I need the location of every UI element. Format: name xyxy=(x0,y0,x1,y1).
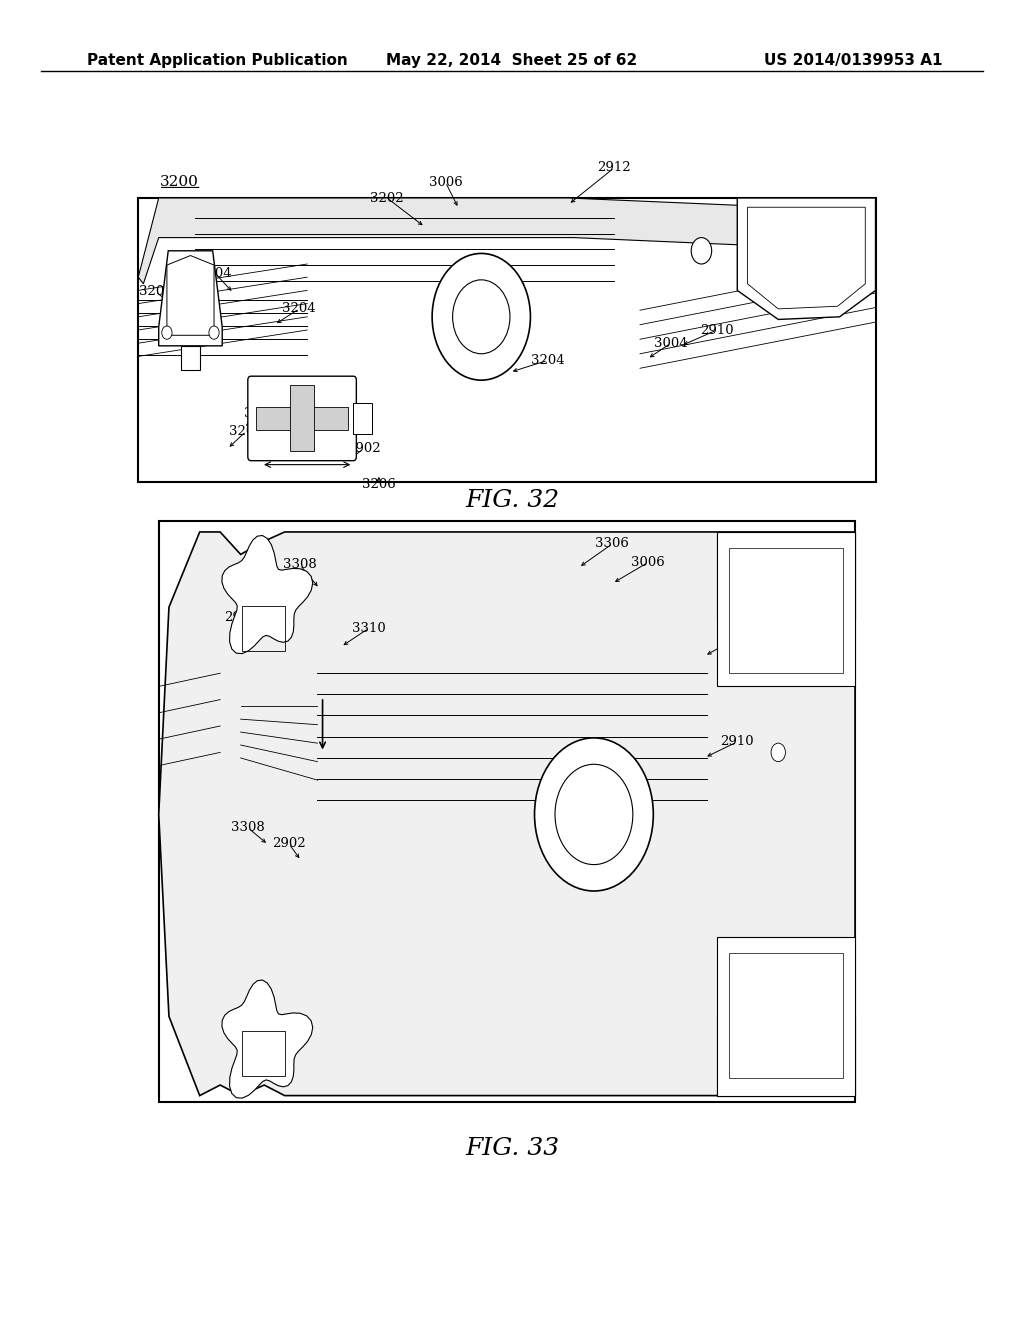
Circle shape xyxy=(209,326,219,339)
Text: US 2014/0139953 A1: US 2014/0139953 A1 xyxy=(764,53,942,69)
Text: 3004: 3004 xyxy=(654,337,687,350)
Text: 3204: 3204 xyxy=(229,425,262,438)
Text: 2910: 2910 xyxy=(700,323,733,337)
Text: FIG. 32: FIG. 32 xyxy=(465,488,559,512)
Text: Patent Application Publication: Patent Application Publication xyxy=(87,53,348,69)
Polygon shape xyxy=(138,198,876,284)
Text: May 22, 2014  Sheet 25 of 62: May 22, 2014 Sheet 25 of 62 xyxy=(386,53,638,69)
Text: 3308: 3308 xyxy=(284,558,316,572)
Bar xyxy=(181,346,200,370)
Text: 2902: 2902 xyxy=(347,442,380,455)
Polygon shape xyxy=(717,532,855,620)
Text: 3006: 3006 xyxy=(429,176,462,189)
Text: 3004: 3004 xyxy=(557,795,590,808)
Polygon shape xyxy=(717,937,855,1096)
Circle shape xyxy=(535,738,653,891)
Circle shape xyxy=(691,238,712,264)
Bar xyxy=(353,403,372,434)
Text: 3204: 3204 xyxy=(531,354,564,367)
Text: 3306: 3306 xyxy=(595,537,630,550)
Polygon shape xyxy=(138,198,876,482)
Bar xyxy=(242,1031,286,1076)
Text: 2904: 2904 xyxy=(173,253,206,267)
Circle shape xyxy=(162,326,172,339)
Text: 2904: 2904 xyxy=(224,611,257,624)
Polygon shape xyxy=(222,979,312,1098)
Polygon shape xyxy=(222,536,312,653)
Text: 3204: 3204 xyxy=(245,407,278,420)
Text: 2902: 2902 xyxy=(272,837,305,850)
Circle shape xyxy=(771,743,785,762)
Text: FIG. 33: FIG. 33 xyxy=(465,1137,559,1160)
Text: 3006: 3006 xyxy=(632,556,665,569)
Text: 3204: 3204 xyxy=(139,285,172,298)
FancyBboxPatch shape xyxy=(248,376,356,461)
Polygon shape xyxy=(717,1016,855,1096)
Bar xyxy=(290,385,314,451)
Polygon shape xyxy=(737,198,876,319)
Circle shape xyxy=(432,253,530,380)
Text: 3204: 3204 xyxy=(199,267,231,280)
Text: 2912: 2912 xyxy=(598,161,631,174)
Bar xyxy=(256,407,348,430)
Text: 3206: 3206 xyxy=(362,478,395,491)
Text: 2912: 2912 xyxy=(721,631,754,644)
Bar xyxy=(242,606,286,651)
Text: 3308: 3308 xyxy=(231,821,264,834)
Polygon shape xyxy=(159,251,222,346)
Polygon shape xyxy=(159,521,855,1102)
Text: 2910: 2910 xyxy=(721,735,754,748)
Polygon shape xyxy=(159,532,855,1096)
Text: 3200: 3200 xyxy=(160,176,199,189)
Text: 3204: 3204 xyxy=(283,302,315,315)
Polygon shape xyxy=(717,532,855,686)
Text: 3310: 3310 xyxy=(352,622,385,635)
Text: 3202: 3202 xyxy=(371,191,403,205)
